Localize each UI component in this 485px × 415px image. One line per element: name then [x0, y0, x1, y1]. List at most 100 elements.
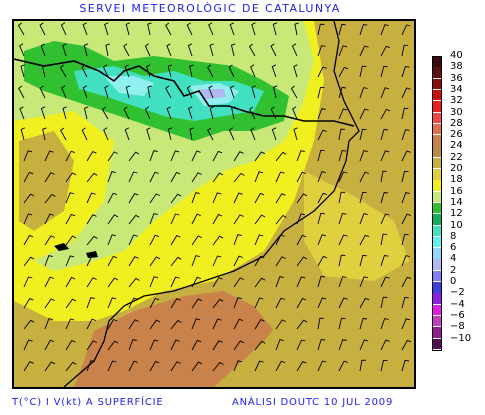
wind-barb — [123, 106, 130, 120]
wind-barb — [149, 360, 160, 372]
legend-swatch — [432, 248, 442, 259]
wind-barb — [317, 255, 328, 267]
wind-barb — [401, 24, 411, 36]
wind-barb — [401, 192, 410, 204]
wind-barb — [191, 213, 201, 225]
legend-label: −6 — [450, 309, 465, 321]
wind-barb — [401, 170, 409, 183]
wind-barb — [380, 65, 388, 78]
wind-barb — [128, 193, 139, 204]
wind-barb — [275, 214, 287, 225]
wind-barb — [107, 214, 119, 225]
wind-barb — [20, 64, 25, 78]
wind-barb — [317, 66, 327, 78]
wind-barb — [359, 234, 370, 246]
legend-label: 18 — [450, 174, 463, 186]
legend-swatch — [432, 67, 442, 78]
wind-barb — [44, 235, 55, 246]
wind-barb — [380, 318, 389, 330]
wind-barb — [294, 22, 299, 36]
wind-barb — [191, 276, 202, 288]
wind-barb — [380, 233, 388, 246]
legend-swatch — [432, 236, 442, 248]
wind-barb — [338, 66, 349, 78]
wind-barb — [191, 235, 202, 246]
wind-barb — [290, 85, 298, 99]
wind-barb — [272, 85, 278, 99]
wind-barb — [401, 318, 411, 330]
wind-barb — [254, 297, 264, 309]
legend-label: −2 — [450, 287, 465, 299]
wind-barb — [296, 234, 307, 246]
wind-barb — [146, 64, 151, 78]
wind-barb — [296, 319, 308, 330]
wind-barb — [191, 172, 202, 183]
wind-barb — [39, 22, 46, 36]
legend-swatch — [432, 56, 442, 67]
wind-barb — [359, 45, 369, 57]
wind-barb — [107, 171, 116, 183]
wind-barb — [233, 255, 243, 267]
wind-barb — [23, 339, 33, 351]
wind-barb — [271, 64, 277, 78]
inland-lake — [54, 243, 69, 251]
wind-barb — [275, 339, 284, 351]
wind-barb — [128, 360, 138, 372]
wind-barb — [167, 64, 172, 78]
wind-barb — [103, 127, 109, 141]
wind-barb — [23, 234, 34, 246]
temperature-wind-map — [12, 19, 416, 389]
wind-barb — [317, 297, 327, 309]
wind-barb — [187, 43, 193, 57]
temp-band-6 — [199, 89, 226, 99]
wind-barb — [166, 106, 172, 120]
wind-barb — [44, 318, 53, 330]
legend-label: 0 — [450, 276, 457, 287]
wind-barb — [359, 171, 369, 183]
wind-barb — [401, 129, 410, 141]
legend-label: 34 — [450, 83, 463, 95]
wind-barb — [65, 276, 76, 288]
wind-barb — [170, 171, 181, 183]
wind-barb — [23, 276, 33, 288]
wind-barb — [59, 64, 67, 78]
wind-barb — [86, 172, 98, 183]
wind-barb — [86, 235, 98, 246]
legend-swatch — [432, 101, 442, 112]
wind-barb — [44, 339, 55, 351]
wind-barb — [296, 193, 308, 204]
wind-barb — [296, 297, 307, 309]
wind-barb — [254, 234, 264, 246]
coastline — [63, 21, 360, 387]
legend-label: 32 — [450, 95, 463, 107]
wind-barb — [338, 108, 348, 120]
legend-swatch — [432, 214, 442, 225]
wind-barb — [44, 361, 56, 372]
wind-barb — [86, 360, 95, 372]
wind-barb — [293, 127, 298, 141]
legend-swatch — [432, 123, 442, 135]
wind-barb — [212, 318, 222, 330]
legend-swatch — [432, 135, 442, 146]
wind-barb — [128, 277, 140, 288]
wind-barb — [149, 256, 161, 267]
wind-barb — [41, 64, 47, 78]
wind-barb — [401, 65, 410, 78]
wind-barb — [86, 192, 96, 204]
wind-barb — [380, 45, 391, 57]
wind-barb — [167, 127, 173, 141]
wind-barb — [254, 255, 265, 267]
sea-region — [214, 21, 414, 387]
wind-barb — [62, 106, 67, 120]
wind-barb — [296, 171, 307, 183]
wind-barb — [107, 360, 117, 372]
wind-barb — [44, 298, 55, 309]
wind-barb — [170, 319, 182, 330]
wind-barb — [270, 106, 277, 120]
wind-barb — [401, 233, 409, 246]
wind-barb — [61, 85, 67, 99]
wind-barb — [65, 192, 75, 204]
wind-barb — [65, 298, 77, 309]
wind-barb — [83, 106, 89, 120]
wind-barb — [228, 64, 235, 78]
